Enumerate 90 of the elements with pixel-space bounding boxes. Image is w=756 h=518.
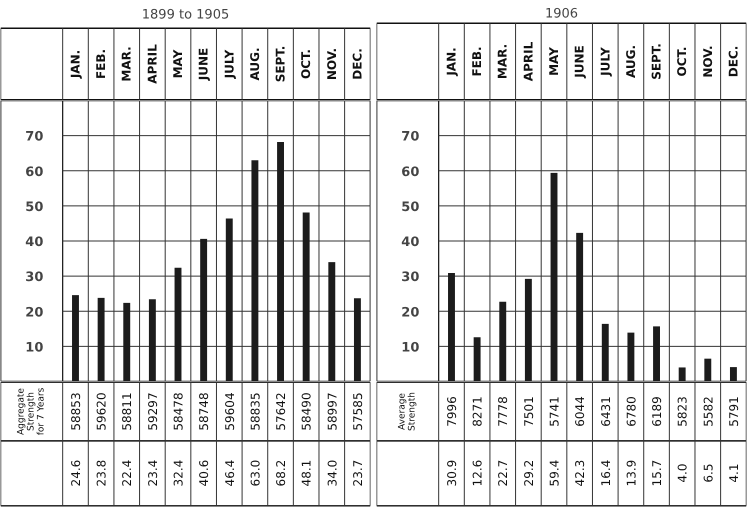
y-tick-label: 50 [401,200,420,215]
y-tick-label: 70 [25,130,44,145]
data-label: 23.4 [146,460,160,486]
x-tick-label: MAY [547,46,562,76]
data-label: 23.7 [350,460,365,486]
y-tick-label: 30 [401,270,420,286]
x-tick-label: JAN. [68,50,82,80]
text: 58997 [325,392,340,431]
text: 8271 [470,396,485,427]
text: 5741 [548,396,562,427]
text: 5823 [676,396,690,427]
x-tick-label: OCT. [299,49,314,79]
chart-title: 1899 to 1905 [142,8,230,22]
x-tick-label: JUNE [196,48,211,82]
x-tick-label: FEB. [470,46,484,77]
text: 7778 [496,396,510,427]
data-label: 42.3 [573,460,588,486]
x-tick-label: NOV. [700,45,715,78]
x-tick-label: OCT. [675,46,690,76]
text: 5791 [726,396,741,427]
y-tick-label: 40 [401,235,420,250]
x-tick-label: JUNE [572,45,587,79]
data-label: 59.4 [548,460,562,486]
x-tick-label: AUG. [624,44,638,78]
x-tick-label: JULY [598,46,612,77]
x-tick-label: NOV. [324,48,339,80]
y-tick-label: 40 [25,235,44,250]
x-tick-label: AUG. [248,47,262,81]
x-tick-label: JULY [222,49,236,80]
text: Average Strength [398,392,418,431]
text: 59604 [222,392,237,431]
y-tick-label: 60 [401,164,420,180]
y-tick-label: 60 [25,164,44,180]
text: 6044 [573,396,588,427]
text: 57642 [274,392,288,431]
x-tick-label: FEB. [94,48,108,80]
data-label: 16.4 [598,460,613,486]
data-label: 63.0 [248,460,262,486]
text: 58811 [120,392,134,431]
data-label: 68.2 [274,460,288,486]
text: 58853 [68,392,83,431]
text: Aggregate Strength for 7 Years [16,387,47,436]
data-label: 34.0 [325,460,340,486]
data-label: 46.4 [222,460,237,486]
text: 7501 [522,396,536,427]
x-tick-label: DEC. [726,46,740,78]
y-tick-label: 50 [25,200,44,215]
y-tick-label: 70 [401,130,420,145]
y-tick-label: 10 [401,340,420,356]
data-label: 40.6 [197,460,212,486]
data-label: 13.9 [624,460,638,486]
data-label: 22.4 [120,460,134,486]
y-tick-label: 10 [25,340,44,356]
text: 6189 [650,396,664,427]
y-tick-label: 20 [401,305,420,320]
x-tick-label: SEPT. [650,43,664,80]
text: 58748 [197,392,212,431]
data-label: 15.7 [650,460,664,486]
text: 58490 [300,392,314,431]
text: 7996 [444,396,459,427]
text: 5582 [701,396,716,427]
data-label: 30.9 [444,460,459,486]
x-tick-label: APRIL [145,44,160,84]
text: 58835 [248,392,262,431]
text: 57585 [350,392,365,431]
text: 58478 [172,392,186,431]
data-label: 32.4 [172,460,186,486]
x-tick-label: SEPT. [274,46,288,82]
chart-title: 1906 [544,6,578,22]
data-label: 4.0 [676,464,690,483]
x-tick-label: MAR. [496,44,510,80]
y-tick-label: 20 [25,305,44,320]
x-tick-label: MAY [171,49,186,78]
text: 6780 [624,396,638,427]
text: 59620 [94,392,109,431]
text: 59297 [146,392,160,431]
x-tick-label: JAN. [444,47,458,77]
data-label: 29.2 [522,460,536,486]
y-tick-label: 30 [25,270,44,286]
data-label: 48.1 [300,460,314,486]
text: 6431 [598,396,613,427]
x-tick-label: MAR. [120,46,134,82]
data-label: 12.6 [470,460,485,486]
x-tick-label: DEC. [350,48,364,80]
data-label: 4.1 [726,464,741,483]
data-label: 23.8 [94,460,109,486]
data-label: 24.6 [68,460,83,486]
x-tick-label: APRIL [521,41,536,82]
data-label: 6.5 [701,464,716,483]
data-label: 22.7 [496,460,510,486]
